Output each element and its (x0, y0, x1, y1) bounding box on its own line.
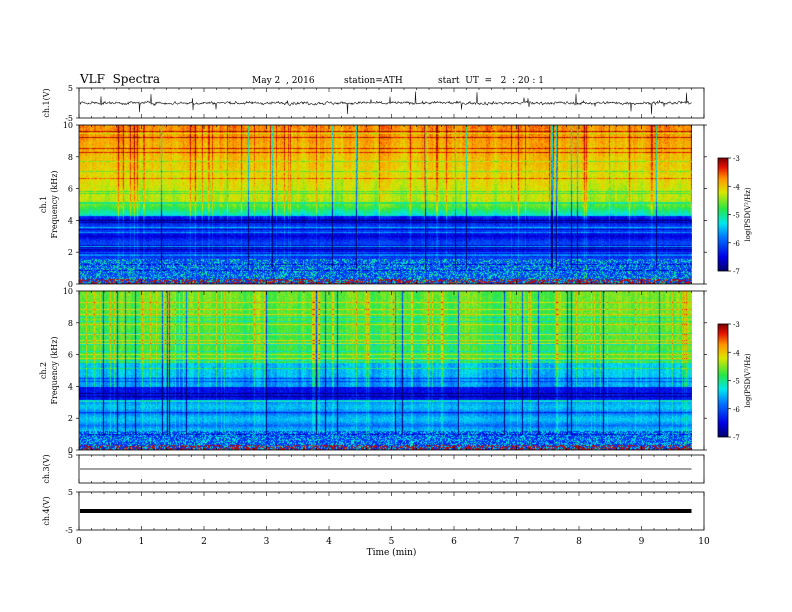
ch2-spectrogram-heatmap (79, 291, 692, 450)
x-tick-label: 4 (326, 537, 332, 547)
colorbar-label: log(PSD(V²/Hz) (744, 187, 752, 242)
x-tick-label: 6 (451, 537, 457, 547)
x-tick-label: 5 (389, 537, 395, 547)
ch1-spectrogram-heatmap (79, 125, 692, 284)
colorbar-tick-label: -4 (733, 349, 740, 357)
colorbar-tick-label: -4 (733, 183, 740, 191)
station-label: station=ATH (344, 76, 403, 86)
y-tick-label: -5 (65, 114, 73, 123)
x-tick-label: 1 (139, 537, 145, 547)
date-label: May 2 , 2016 (252, 76, 315, 86)
x-axis-label: Time (min) (367, 547, 417, 558)
ch3-waveform-label: ch.3(V) (42, 454, 51, 483)
ch2-spectrogram-colorbar (718, 324, 728, 437)
colorbar-tick-label: -7 (733, 434, 740, 442)
colorbar-tick-label: -6 (733, 240, 740, 248)
x-tick-label: 0 (76, 537, 82, 547)
colorbar-tick-label: -3 (733, 155, 740, 163)
y-tick-label: 5 (68, 488, 73, 497)
ch2-spectrogram-frequency-label: Frequency (kHz) (50, 336, 59, 404)
ch1-spectrogram-frequency-label: Frequency (kHz) (50, 170, 59, 238)
colorbar-tick-label: -6 (733, 406, 740, 414)
x-tick-label: 3 (264, 537, 270, 547)
y-tick-label: 10 (63, 287, 73, 296)
ch1-waveform-trace (79, 91, 692, 115)
ch4-waveform-label: ch.4(V) (42, 496, 51, 525)
ch1-spectrogram-channel-label: ch.1 (39, 196, 48, 213)
y-tick-label: 10 (63, 121, 73, 130)
x-tick-label: 7 (514, 537, 520, 547)
colorbar-tick-label: -7 (733, 268, 740, 276)
y-tick-label: 6 (68, 351, 73, 360)
y-tick-label: -5 (65, 526, 73, 535)
y-tick-label: 0 (68, 280, 73, 289)
y-tick-label: 2 (68, 414, 73, 423)
figure-title: VLF Spectra (80, 72, 161, 86)
ch1-waveform-label: ch.1(V) (42, 88, 51, 117)
x-tick-label: 8 (576, 537, 582, 547)
x-tick-label: 2 (201, 537, 207, 547)
y-tick-label: 8 (68, 319, 73, 328)
y-tick-label: 6 (68, 185, 73, 194)
ch1-waveform-frame (78, 87, 705, 119)
colorbar-tick-label: -3 (733, 321, 740, 329)
y-tick-label: 0 (68, 446, 73, 455)
y-tick-label: 5 (68, 451, 73, 460)
colorbar-tick-label: -5 (733, 212, 740, 220)
colorbar-label: log(PSD(V²/Hz) (744, 353, 752, 408)
y-tick-label: 5 (68, 84, 73, 93)
ch2-spectrogram-channel-label: ch.2 (39, 362, 48, 379)
y-tick-label: 2 (68, 248, 73, 257)
y-tick-label: 4 (68, 216, 73, 225)
x-tick-label: 10 (698, 537, 710, 547)
colorbar-tick-label: -5 (733, 378, 740, 386)
y-tick-label: 4 (68, 382, 73, 391)
start-time-label: start UT = 2 : 20 : 1 (438, 76, 544, 86)
y-tick-label: 8 (68, 153, 73, 162)
ch1-spectrogram-colorbar (718, 158, 728, 271)
x-tick-label: 9 (639, 537, 645, 547)
